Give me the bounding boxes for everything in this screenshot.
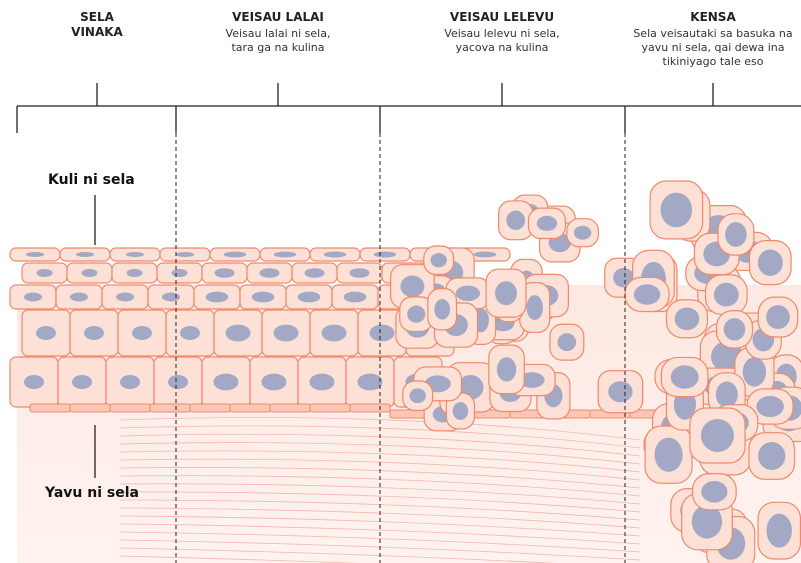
- nucleus: [24, 293, 42, 302]
- nucleus: [701, 419, 734, 452]
- label: Kuli ni sela: [48, 172, 135, 188]
- nucleus: [82, 269, 98, 277]
- nucleus: [430, 253, 446, 267]
- nucleus: [497, 357, 516, 381]
- nucleus: [298, 292, 321, 303]
- nucleus: [206, 292, 229, 303]
- stage: KENSA Sela veisautaki sa basuka na yavu n…: [618, 10, 801, 69]
- nucleus: [654, 438, 682, 472]
- nucleus: [120, 375, 140, 389]
- nucleus: [168, 375, 188, 389]
- nucleus: [714, 283, 739, 307]
- label: Yavu ni sela: [45, 485, 139, 501]
- nucleus: [374, 252, 397, 258]
- nucleus: [701, 481, 727, 503]
- illustration: [0, 0, 801, 563]
- nucleus: [661, 193, 693, 228]
- basal-cell: [310, 404, 350, 412]
- nucleus: [526, 295, 542, 320]
- basal-cell: [30, 404, 70, 412]
- basal-cell: [350, 404, 390, 412]
- nucleus: [608, 381, 632, 402]
- nucleus: [214, 374, 239, 391]
- nucleus: [558, 333, 577, 351]
- nucleus: [370, 325, 395, 342]
- nucleus: [262, 374, 287, 391]
- nucleus: [37, 269, 53, 277]
- stage: VEISAU LALAI Veisau lalai ni sela, tara g…: [198, 10, 358, 55]
- stage-title: SELA VINAKA: [62, 10, 132, 40]
- nucleus: [215, 268, 235, 278]
- nucleus: [274, 325, 299, 342]
- nucleus: [252, 292, 275, 303]
- stage-description: Veisau lalai ni sela, tara ga na kulina: [216, 27, 341, 55]
- nucleus: [506, 211, 525, 230]
- nucleus: [176, 252, 194, 257]
- nucleus: [126, 252, 144, 257]
- nucleus: [260, 268, 280, 278]
- basal-cell: [70, 404, 110, 412]
- nucleus: [116, 293, 134, 302]
- nucleus: [725, 222, 747, 247]
- nucleus: [474, 252, 497, 258]
- nucleus: [344, 292, 367, 303]
- nucleus: [743, 357, 766, 386]
- nucleus: [358, 374, 383, 391]
- nucleus: [322, 325, 347, 342]
- nucleus: [224, 252, 247, 258]
- nucleus: [274, 252, 297, 258]
- nucleus: [226, 325, 251, 342]
- diagram: SELA VINAKA VEISAU LALAI Veisau lalai ni …: [0, 0, 801, 563]
- nucleus: [767, 514, 792, 548]
- nucleus: [127, 269, 143, 277]
- nucleus: [766, 305, 790, 329]
- nucleus: [407, 306, 425, 323]
- nucleus: [434, 299, 450, 320]
- nucleus: [305, 268, 325, 278]
- nucleus: [537, 216, 557, 231]
- nucleus: [26, 252, 44, 257]
- nucleus: [84, 326, 104, 340]
- nucleus: [70, 293, 88, 302]
- nucleus: [634, 284, 660, 304]
- nucleus: [724, 318, 746, 340]
- nucleus: [495, 281, 517, 305]
- stage: SELA VINAKA: [37, 10, 157, 40]
- nucleus: [453, 402, 468, 420]
- nucleus: [758, 249, 783, 275]
- stage-title: VEISAU LALAI: [198, 10, 358, 25]
- stage-title: VEISAU LELEVU: [422, 10, 582, 25]
- basal-cell: [110, 404, 150, 412]
- nucleus: [671, 365, 699, 389]
- nucleus: [756, 396, 784, 417]
- nucleus: [324, 252, 347, 258]
- nucleus: [310, 374, 335, 391]
- nucleus: [76, 252, 94, 257]
- nucleus: [36, 326, 56, 340]
- nucleus: [132, 326, 152, 340]
- nucleus: [72, 375, 92, 389]
- nucleus: [24, 375, 44, 389]
- nucleus: [456, 286, 480, 301]
- nucleus: [716, 381, 738, 407]
- nucleus: [180, 326, 200, 340]
- basal-cell: [270, 404, 310, 412]
- stage: VEISAU LELEVU Veisau lelevu ni sela, yaco…: [422, 10, 582, 55]
- stage-description: Sela veisautaki sa basuka na yavu ni sel…: [621, 27, 801, 69]
- stage-description: Veisau lelevu ni sela, yacova na kulina: [437, 27, 567, 55]
- nucleus: [162, 293, 180, 302]
- basal-cell: [230, 404, 270, 412]
- basal-cell: [150, 404, 190, 412]
- nucleus: [400, 276, 424, 298]
- stage-title: KENSA: [618, 10, 801, 25]
- nucleus: [409, 388, 425, 403]
- nucleus: [172, 269, 188, 277]
- nucleus: [675, 307, 700, 330]
- nucleus: [574, 226, 591, 240]
- basal-cell: [190, 404, 230, 412]
- nucleus: [758, 442, 785, 470]
- nucleus: [350, 268, 370, 278]
